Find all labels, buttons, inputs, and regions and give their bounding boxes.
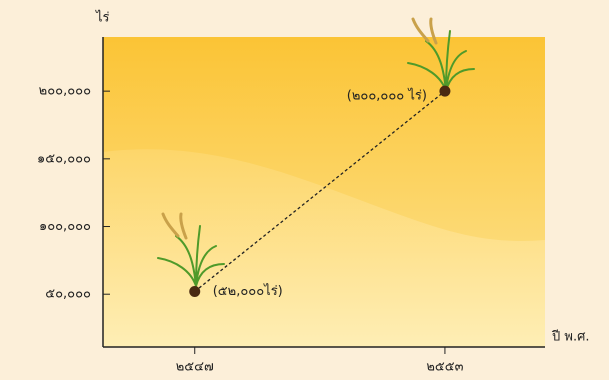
- y-tick-label: ๑๕๐,๐๐๐: [37, 151, 91, 166]
- data-point: [189, 285, 201, 297]
- y-axis-label: ไร่: [95, 10, 110, 26]
- value-label: (๕๒,๐๐๐ไร่): [213, 283, 283, 299]
- value-label: (๒๐๐,๐๐๐ ไร่): [347, 88, 427, 104]
- y-tick-label: ๕๐,๐๐๐: [45, 287, 91, 302]
- x-tick-label: ๒๕๕๓: [426, 360, 463, 375]
- rice-plants: [157, 17, 475, 287]
- plot-wave: [103, 149, 545, 347]
- x-axis-label: ปี พ.ศ.: [551, 329, 590, 345]
- data-point: [439, 85, 451, 97]
- x-tick-label: ๒๕๔๗: [176, 360, 214, 375]
- trend-line: [194, 90, 446, 293]
- y-tick-label: ๒๐๐,๐๐๐: [39, 84, 91, 99]
- y-tick-label: ๑๐๐,๐๐๐: [39, 219, 91, 234]
